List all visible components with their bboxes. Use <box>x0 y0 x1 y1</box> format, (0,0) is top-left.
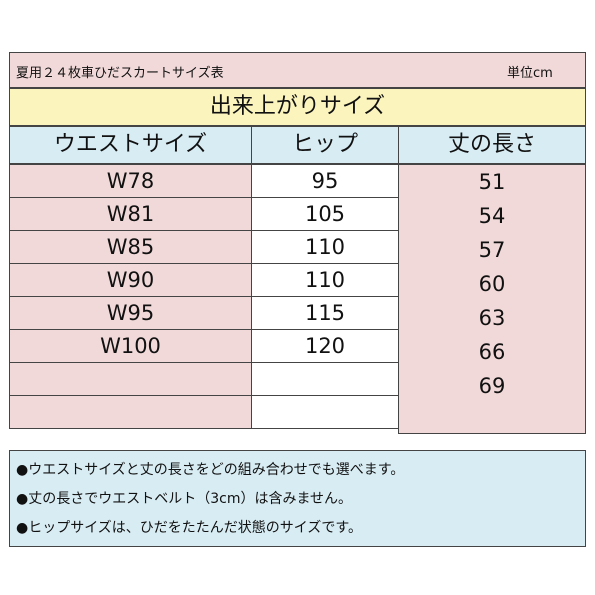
note-item: ●丈の長さでウエストベルト（3cm）は含みません。 <box>16 491 353 507</box>
column-header-length: 丈の長さ <box>398 126 586 164</box>
notes-box: ●ウエストサイズと丈の長さをどの組み合わせでも選べます。 ●丈の長さでウエストベ… <box>9 450 586 547</box>
waist-cell: W85 <box>9 230 252 264</box>
hip-cell: 110 <box>251 230 399 264</box>
length-value: 63 <box>478 306 506 330</box>
waist-cell: W78 <box>9 164 252 198</box>
column-header-waist: ウエストサイズ <box>9 126 252 164</box>
length-value: 60 <box>478 272 506 296</box>
waist-cell: W90 <box>9 263 252 297</box>
waist-cell <box>9 362 252 396</box>
hip-cell: 105 <box>251 197 399 231</box>
waist-cell <box>9 395 252 429</box>
title-row: 夏用２４枚車ひだスカートサイズ表 単位cm <box>9 52 586 88</box>
length-value: 66 <box>478 340 506 364</box>
length-value: 54 <box>478 204 506 228</box>
length-value: 51 <box>478 170 506 194</box>
unit-label: 単位cm <box>507 66 553 81</box>
waist-cell: W95 <box>9 296 252 330</box>
column-header-hip: ヒップ <box>251 126 399 164</box>
hip-cell <box>251 395 399 429</box>
length-value: 69 <box>478 374 506 398</box>
hip-cell: 120 <box>251 329 399 363</box>
note-item: ●ウエストサイズと丈の長さをどの組み合わせでも選べます。 <box>16 462 405 478</box>
length-value: 57 <box>478 238 506 262</box>
hip-cell: 95 <box>251 164 399 198</box>
waist-cell: W100 <box>9 329 252 363</box>
section-header: 出来上がりサイズ <box>9 88 586 126</box>
note-item: ●ヒップサイズは、ひだをたたんだ状態のサイズです。 <box>16 520 362 536</box>
waist-cell: W81 <box>9 197 252 231</box>
hip-cell <box>251 362 399 396</box>
hip-cell: 115 <box>251 296 399 330</box>
hip-cell: 110 <box>251 263 399 297</box>
length-column: 51 54 57 60 63 66 69 <box>398 164 586 434</box>
chart-title: 夏用２４枚車ひだスカートサイズ表 <box>16 66 224 81</box>
